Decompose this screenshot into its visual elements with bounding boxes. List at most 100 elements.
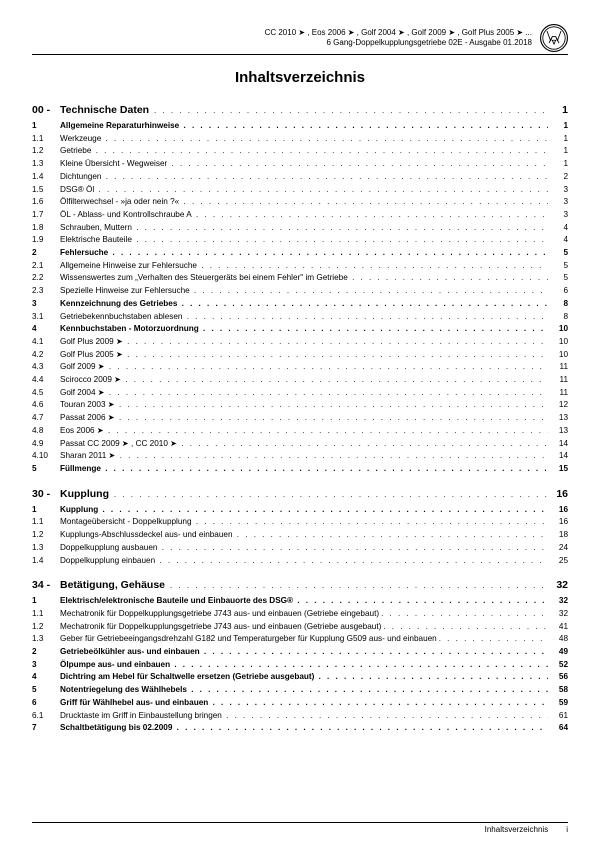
- row-label: Doppelkupplung ausbauen: [60, 542, 162, 555]
- row-page: 13: [548, 412, 568, 425]
- row-number: 1.9: [32, 234, 60, 247]
- row-label: Eos 2006 ➤: [60, 425, 108, 438]
- row-page: 4: [548, 222, 568, 235]
- header-line2: 6 Gang-Doppelkupplungsgetriebe 02E - Aus…: [32, 38, 532, 48]
- row-label: Scirocco 2009 ➤: [60, 374, 125, 387]
- section-number: 34 -: [32, 579, 60, 591]
- row-number: 1.1: [32, 516, 60, 529]
- row-label: Füllmenge: [60, 463, 105, 476]
- row-number: 1.4: [32, 171, 60, 184]
- row-page: 58: [548, 684, 568, 697]
- row-number: 4.8: [32, 425, 60, 438]
- row-label: Montageübersicht - Doppelkupplung: [60, 516, 196, 529]
- row-page: 11: [548, 374, 568, 387]
- dot-leader: [102, 504, 548, 516]
- section-label: Betätigung, Gehäuse: [60, 579, 170, 591]
- toc-row: 1.9Elektrische Bauteile 4: [32, 234, 568, 247]
- row-label: Kennbuchstaben - Motorzuordnung: [60, 323, 203, 336]
- toc-row: 2Getriebeölkühler aus- und einbauen 49: [32, 646, 568, 659]
- dot-leader: [194, 285, 548, 297]
- toc-row: 1.4Dichtungen 2: [32, 171, 568, 184]
- toc-row: 1.2Getriebe 1: [32, 145, 568, 158]
- toc-row: 4.10Sharan 2011 ➤ 14: [32, 450, 568, 463]
- row-page: 32: [548, 595, 568, 608]
- dot-leader: [174, 659, 548, 671]
- toc-row: 4.5Golf 2004 ➤ 11: [32, 387, 568, 400]
- row-label: Mechatronik für Doppelkupplungsgetriebe …: [60, 621, 383, 634]
- row-number: 2: [32, 247, 60, 260]
- toc-section-header: 34 -Betätigung, Gehäuse 32: [32, 579, 568, 591]
- header-line1: CC 2010 ➤ , Eos 2006 ➤ , Golf 2004 ➤ , G…: [32, 28, 532, 38]
- toc-row: 1Allgemeine Reparaturhinweise 1: [32, 120, 568, 133]
- dot-leader: [109, 387, 548, 399]
- row-page: 12: [548, 399, 568, 412]
- dot-leader: [106, 171, 548, 183]
- row-number: 4.5: [32, 387, 60, 400]
- toc-row: 1.7ÖL - Ablass- und Kontrollschraube A 3: [32, 209, 568, 222]
- toc-row: 4Kennbuchstaben - Motorzuordnung 10: [32, 323, 568, 336]
- row-label: Kupplung: [60, 504, 102, 517]
- toc-row: 4.4Scirocco 2009 ➤ 11: [32, 374, 568, 387]
- row-label: Kennzeichnung des Getriebes: [60, 298, 182, 311]
- toc-row: 4.3Golf 2009 ➤ 11: [32, 361, 568, 374]
- row-page: 5: [548, 260, 568, 273]
- dot-leader: [439, 633, 548, 645]
- row-label: Sharan 2011 ➤: [60, 450, 120, 463]
- row-label: Fehlersuche: [60, 247, 113, 260]
- row-label: Dichtring am Hebel für Schaltwelle erset…: [60, 671, 319, 684]
- row-label: Elektrisch/elektronische Bauteile und Ei…: [60, 595, 297, 608]
- row-page: 1: [548, 133, 568, 146]
- dot-leader: [182, 298, 548, 310]
- toc-row: 1.1Montageübersicht - Doppelkupplung 16: [32, 516, 568, 529]
- dot-leader: [187, 311, 548, 323]
- row-label: Touran 2003 ➤: [60, 399, 119, 412]
- toc-row: 1.4Doppelkupplung einbauen 25: [32, 555, 568, 568]
- row-number: 4.6: [32, 399, 60, 412]
- row-number: 6: [32, 697, 60, 710]
- row-page: 11: [548, 387, 568, 400]
- dot-leader: [162, 542, 548, 554]
- row-page: 16: [548, 516, 568, 529]
- row-number: 4.3: [32, 361, 60, 374]
- footer-page: i: [566, 825, 568, 834]
- row-number: 1.7: [32, 209, 60, 222]
- row-page: 3: [548, 184, 568, 197]
- section-label: Technische Daten: [60, 104, 154, 116]
- row-label: Wissenswertes zum „Verhalten des Steuerg…: [60, 272, 352, 285]
- row-label: Werkzeuge: [60, 133, 106, 146]
- toc-row: 4.1Golf Plus 2009 ➤ 10: [32, 336, 568, 349]
- row-number: 1.3: [32, 633, 60, 646]
- row-label: Golf Plus 2005 ➤: [60, 349, 127, 362]
- row-number: 4.4: [32, 374, 60, 387]
- section-page: 32: [548, 579, 568, 591]
- row-page: 48: [548, 633, 568, 646]
- row-page: 32: [548, 608, 568, 621]
- row-number: 5: [32, 684, 60, 697]
- document-header: CC 2010 ➤ , Eos 2006 ➤ , Golf 2004 ➤ , G…: [32, 24, 568, 55]
- row-number: 3: [32, 298, 60, 311]
- row-page: 1: [548, 120, 568, 133]
- toc-section-header: 30 -Kupplung 16: [32, 488, 568, 500]
- row-page: 15: [548, 463, 568, 476]
- row-page: 52: [548, 659, 568, 672]
- dot-leader: [177, 722, 548, 734]
- row-page: 1: [548, 145, 568, 158]
- dot-leader: [136, 234, 548, 246]
- dot-leader: [319, 671, 548, 683]
- row-number: 1: [32, 595, 60, 608]
- row-number: 2.1: [32, 260, 60, 273]
- dot-leader: [109, 361, 548, 373]
- dot-leader: [381, 608, 548, 620]
- header-text: CC 2010 ➤ , Eos 2006 ➤ , Golf 2004 ➤ , G…: [32, 28, 540, 49]
- toc-row: 5Notentriegelung des Wählhebels 58: [32, 684, 568, 697]
- row-label: Getriebeölkühler aus- und einbauen: [60, 646, 204, 659]
- dot-leader: [172, 158, 548, 170]
- row-page: 56: [548, 671, 568, 684]
- row-label: Allgemeine Hinweise zur Fehlersuche: [60, 260, 201, 273]
- row-label: Notentriegelung des Wählhebels: [60, 684, 191, 697]
- footer: Inhaltsverzeichnis i: [32, 822, 568, 834]
- row-label: Ölfilterwechsel - »ja oder nein ?«: [60, 196, 184, 209]
- row-label: DSG® Öl: [60, 184, 99, 197]
- row-number: 4: [32, 671, 60, 684]
- row-number: 4.2: [32, 349, 60, 362]
